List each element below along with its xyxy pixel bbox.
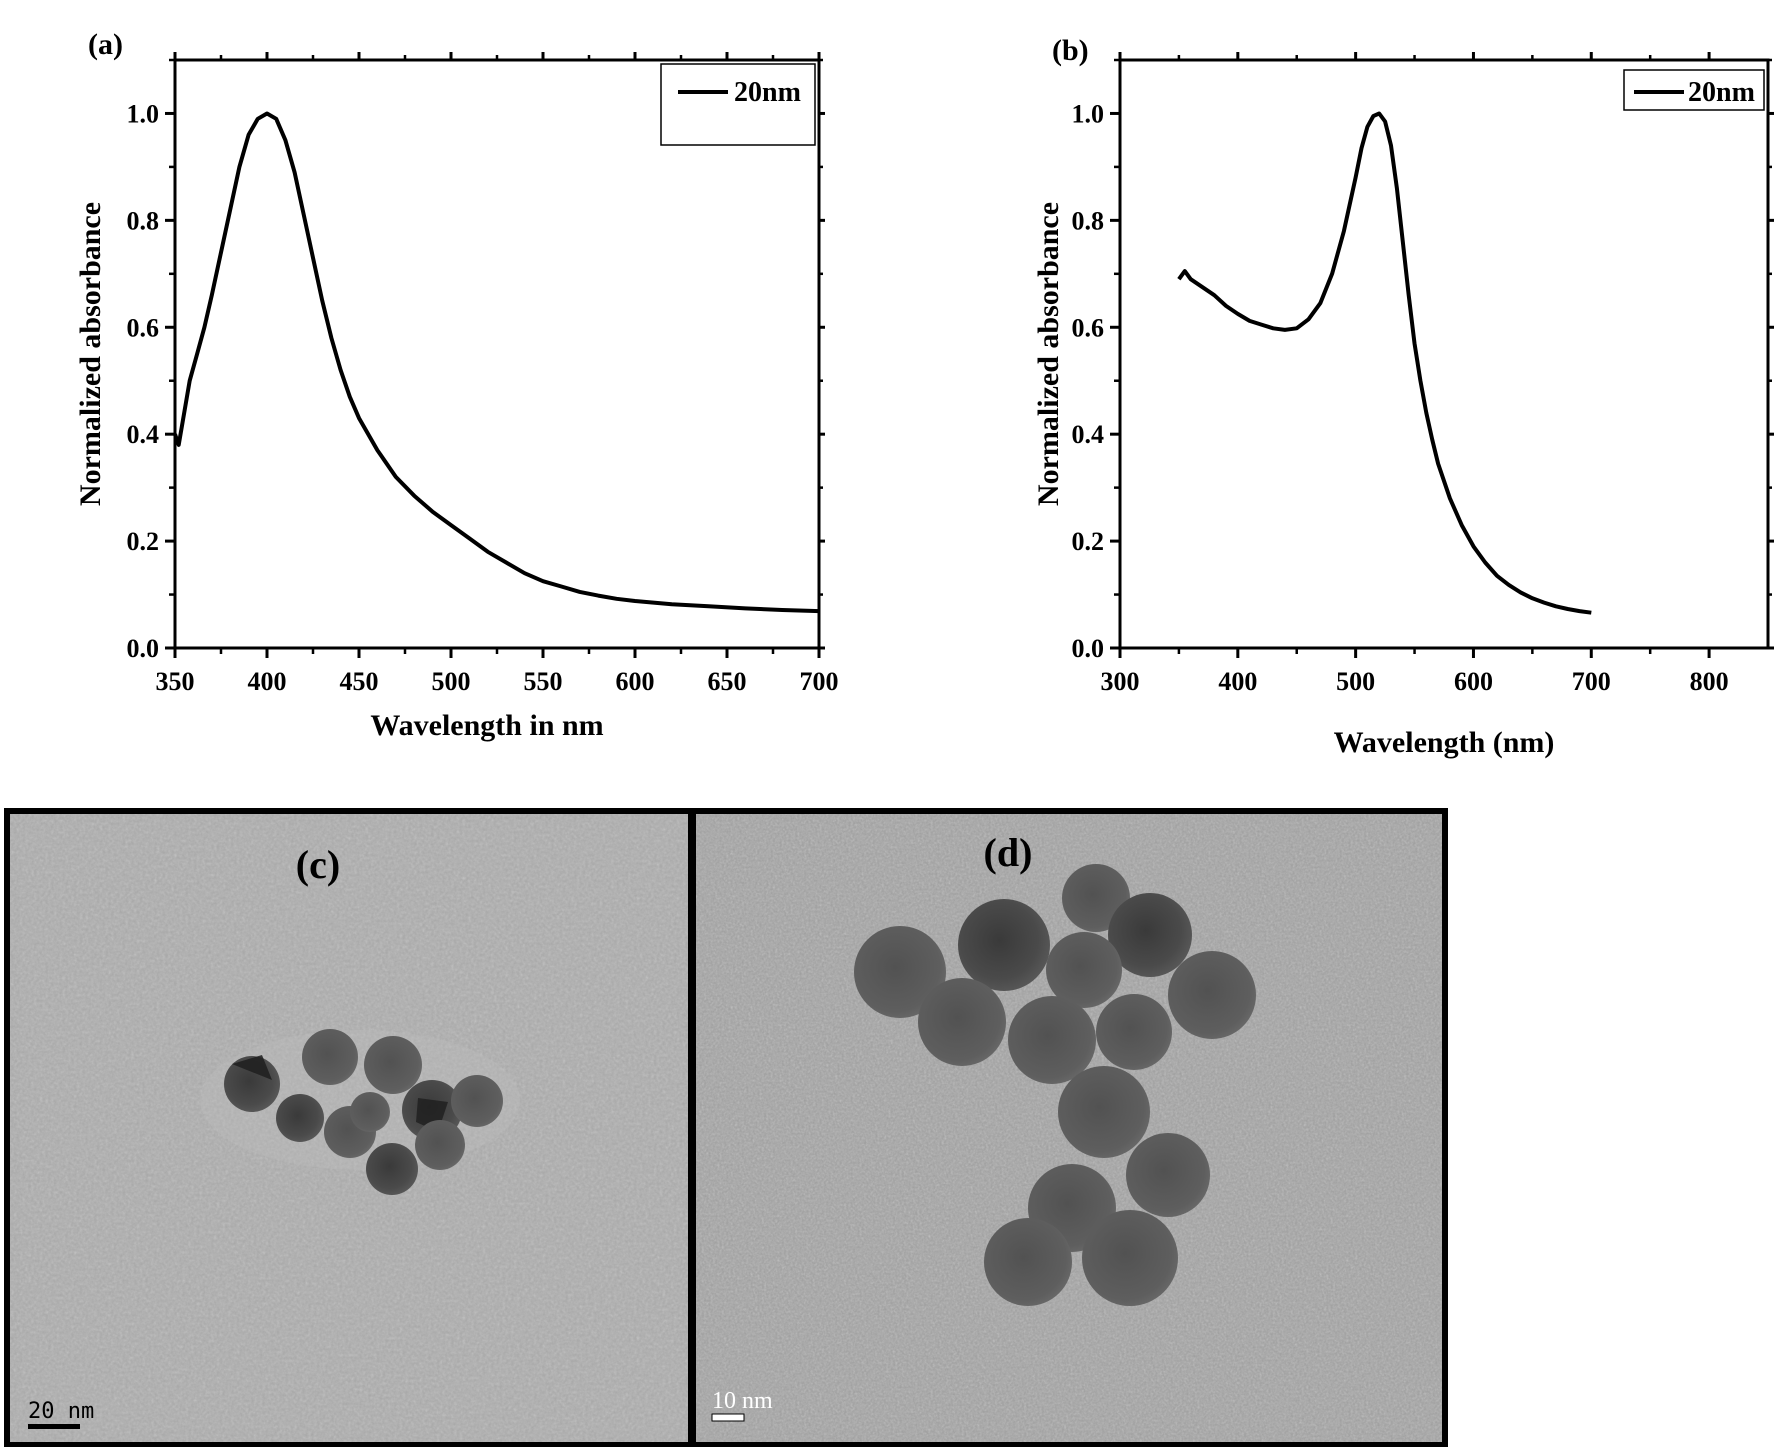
nanoparticle: [1008, 996, 1096, 1084]
chart-b-xtick-label: 500: [1336, 667, 1375, 696]
chart-b-ytick-label: 0.6: [1072, 313, 1105, 342]
panel-d-scale-bar-label: 10 nm: [712, 1388, 773, 1414]
chart-b-ticks: 300 400 500 600 700 800 0.0 0.2 0.4 0.6 0.8 1.0: [1072, 52, 1774, 696]
nanoparticle: [1058, 1066, 1150, 1158]
chart-a-xtick-label: 350: [156, 667, 195, 696]
chart-a-xtick-label: 450: [340, 667, 379, 696]
chart-a-legend: 20nm: [660, 63, 816, 146]
nanoparticle: [958, 899, 1050, 991]
nanoparticle: [854, 926, 946, 1018]
nanoparticle: [918, 978, 1006, 1066]
nanoparticle: [276, 1094, 324, 1142]
nanoparticle: [1108, 893, 1192, 977]
nanoparticle: [415, 1120, 465, 1170]
chart-a-ytick-label: 0.8: [127, 206, 160, 235]
chart-b-ytick-label: 0.0: [1072, 634, 1105, 663]
chart-b-ytick-label: 0.8: [1072, 206, 1105, 235]
chart-b-series-line: [1177, 111, 1592, 615]
chart-a-ytick-label: 0.4: [127, 420, 160, 449]
panel-a-label: (a): [88, 28, 123, 61]
chart-b-xtick-label: 700: [1572, 667, 1611, 696]
chart-a-xlabel: Wavelength in nm: [370, 709, 603, 742]
nanoparticle: [302, 1029, 358, 1085]
chart-b-xtick-label: 600: [1454, 667, 1493, 696]
nanoparticle: [350, 1092, 390, 1132]
chart-b-ytick-label: 1.0: [1072, 99, 1105, 128]
panel-b: (b) 300 400 500 600 700 800 0.0 0.2 0.4 0.6 0.8 1.0…: [1032, 34, 1774, 759]
panel-d-label: (d): [984, 830, 1033, 875]
chart-a-xtick-label: 700: [800, 667, 839, 696]
chart-a-xtick-label: 600: [616, 667, 655, 696]
nanoparticle: [451, 1075, 503, 1127]
chart-b-ylabel: Normalized absorbance: [1032, 202, 1065, 506]
nanoparticle: [1126, 1133, 1210, 1217]
panel-c-label: (c): [296, 842, 340, 887]
chart-a-xtick-label: 650: [708, 667, 747, 696]
panel-c: (c) 20 nm: [4, 808, 694, 1447]
panel-c-scale-bar-line: [28, 1424, 80, 1429]
nanoparticle: [1062, 864, 1130, 932]
panel-c-scale-bar-label: 20 nm: [28, 1399, 94, 1424]
chart-b-xtick-label: 300: [1101, 667, 1140, 696]
panel-d-scale-bar-line: [711, 1413, 745, 1422]
nanoparticle: [984, 1218, 1072, 1306]
chart-b-frame: [1118, 58, 1770, 650]
chart-a-xtick-label: 550: [524, 667, 563, 696]
chart-b-xtick-label: 800: [1690, 667, 1729, 696]
chart-a-xtick-label: 500: [432, 667, 471, 696]
nanoparticle: [1168, 951, 1256, 1039]
chart-a-legend-label: 20nm: [734, 77, 801, 108]
chart-b-xtick-label: 400: [1218, 667, 1257, 696]
nanoparticle: [1096, 994, 1172, 1070]
chart-a-series-line: [173, 111, 820, 614]
panel-d-border: [690, 808, 1448, 1447]
nanoparticle: [1046, 932, 1122, 1008]
panel-d: (d) 10 nm: [690, 808, 1448, 1447]
chart-b-legend-label: 20nm: [1688, 77, 1755, 108]
panel-c-nanoparticle-cluster: [200, 1029, 520, 1195]
nanoparticle: [366, 1143, 418, 1195]
chart-b-legend: 20nm: [1623, 69, 1765, 111]
chart-b-xlabel: Wavelength (nm): [1334, 726, 1555, 759]
panel-a: (a) 350 400 450 500 550 600 650 700 0.0 0.2 0.4 0.6…: [74, 28, 839, 742]
chart-a-frame: [173, 58, 821, 650]
chart-b-ytick-label: 0.4: [1072, 420, 1105, 449]
chart-a-ytick-label: 0.0: [127, 634, 160, 663]
chart-a-ytick-label: 1.0: [127, 99, 160, 128]
chart-b-ytick-label: 0.2: [1072, 527, 1105, 556]
panel-d-nanoparticle-cluster: [854, 864, 1256, 1306]
nanoparticle: [364, 1036, 422, 1094]
chart-a-legend-box: [660, 63, 816, 146]
chart-a-xtick-label: 400: [248, 667, 287, 696]
panel-c-scale-bar: 20 nm: [28, 1399, 94, 1429]
chart-a-ytick-label: 0.2: [127, 527, 160, 556]
chart-a-ylabel: Normalized absorbance: [74, 202, 107, 506]
panel-b-label: (b): [1052, 34, 1089, 67]
chart-a-ticks: 350 400 450 500 550 600 650 700 0.0 0.2 0.4 0.6 0.8 1…: [127, 52, 839, 696]
chart-a-ytick-label: 0.6: [127, 313, 160, 342]
nanoparticle: [1082, 1210, 1178, 1306]
panel-d-scale-bar: 10 nm: [711, 1388, 773, 1422]
